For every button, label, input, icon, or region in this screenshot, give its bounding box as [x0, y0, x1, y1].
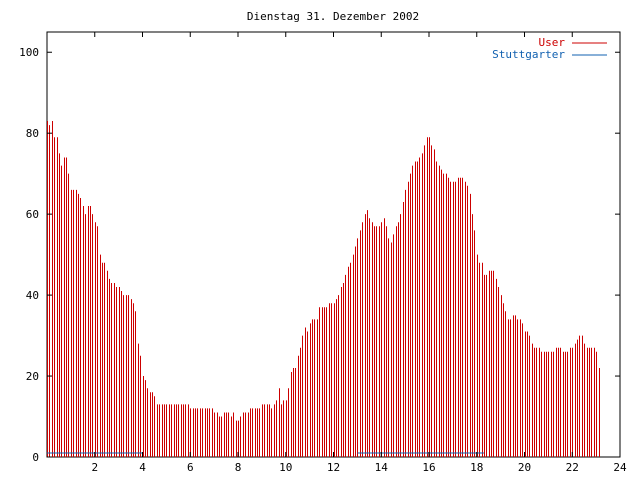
- x-tick-label: 12: [327, 461, 340, 474]
- x-tick-label: 4: [139, 461, 146, 474]
- x-tick-labels: 2 4 6 8 10 12 14 16 18 20 22 24: [91, 461, 627, 474]
- y-tick-labels: 0 20 40 60 80 100: [19, 46, 39, 464]
- x-tick-label: 14: [375, 461, 389, 474]
- legend-label-stuttgarter: Stuttgarter: [492, 48, 565, 61]
- x-tick-label: 20: [518, 461, 531, 474]
- y-tick-label: 40: [26, 289, 39, 302]
- legend-label-user: User: [539, 36, 566, 49]
- legend: User Stuttgarter: [492, 36, 607, 61]
- bars: [47, 121, 600, 457]
- x-tick-label: 16: [422, 461, 435, 474]
- x-tick-label: 24: [613, 461, 627, 474]
- x-tick-label: 22: [566, 461, 579, 474]
- x-tick-label: 18: [470, 461, 483, 474]
- y-tick-label: 60: [26, 208, 39, 221]
- y-tick-label: 20: [26, 370, 39, 383]
- x-tick-label: 10: [279, 461, 292, 474]
- x-tick-label: 2: [91, 461, 98, 474]
- chart-title: Dienstag 31. Dezember 2002: [247, 10, 419, 23]
- y-tick-label: 80: [26, 127, 39, 140]
- x-tick-label: 8: [235, 461, 242, 474]
- y-tick-label: 0: [32, 451, 39, 464]
- y-tick-label: 100: [19, 46, 39, 59]
- x-tick-label: 6: [187, 461, 194, 474]
- axis-ticks: [47, 32, 621, 458]
